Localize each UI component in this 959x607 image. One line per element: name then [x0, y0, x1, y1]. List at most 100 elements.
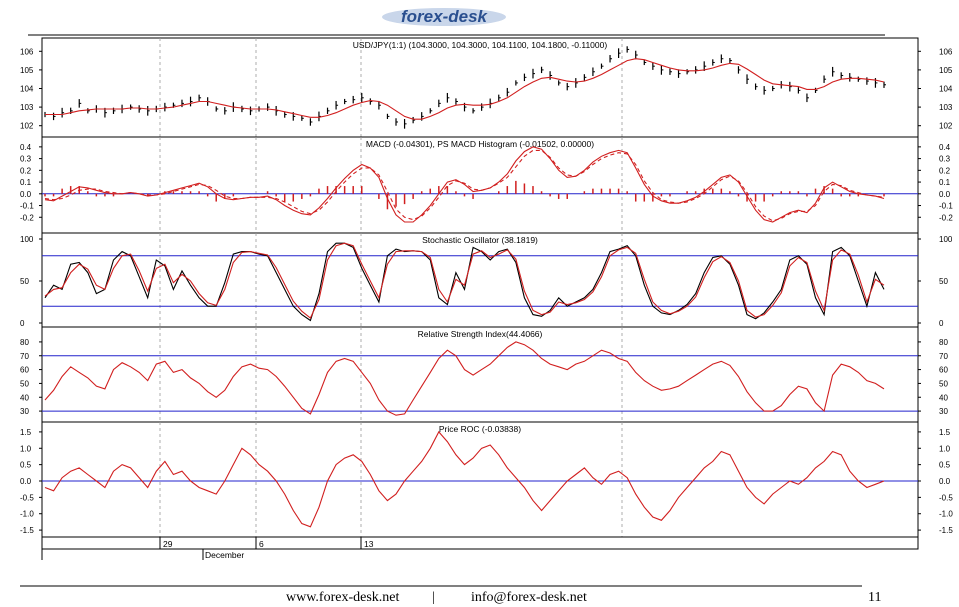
date-tick-label: 29 [163, 539, 173, 549]
y-tick-label-right: 105 [939, 66, 953, 75]
date-axis-frame [41, 536, 919, 550]
y-tick-label-left: 0 [20, 319, 25, 328]
series-roc [44, 430, 885, 528]
series-usd-jpy [44, 46, 886, 129]
y-tick-label-right: 60 [939, 366, 948, 375]
series-line [45, 58, 885, 120]
y-tick-label-left: 104 [20, 85, 34, 94]
y-tick-label-right: 0.2 [939, 166, 951, 175]
logo-text: forex-desk [401, 7, 489, 26]
y-tick-label-right: 106 [939, 47, 953, 56]
y-tick-label-right: 1.5 [939, 428, 951, 437]
y-tick-label-left: 50 [20, 277, 29, 286]
y-tick-label-right: 80 [939, 338, 948, 347]
y-tick-label-left: 1.5 [20, 428, 32, 437]
y-tick-label-left: 60 [20, 366, 29, 375]
y-tick-label-left: -0.5 [20, 493, 34, 502]
y-tick-label-right: 103 [939, 103, 953, 112]
y-tick-label-left: 80 [20, 338, 29, 347]
indicator-title: Relative Strength Index(44.4066) [418, 329, 543, 339]
indicator-panels: 102 102 103 103 104 104 105 105 106 106 USD/JPY(1:… [20, 37, 953, 538]
y-tick-label-right: 70 [939, 352, 948, 361]
y-tick-label-right: -0.1 [939, 202, 953, 211]
panel-frame [41, 326, 919, 423]
y-tick-label-left: 70 [20, 352, 29, 361]
y-tick-label-left: 40 [20, 393, 29, 402]
date-axis: 29 6 13 December [41, 536, 919, 560]
y-tick-label-left: -0.1 [20, 202, 34, 211]
y-tick-label-right: 1.0 [939, 444, 951, 453]
y-tick-label-left: 0.5 [20, 461, 32, 470]
logo-swoosh [382, 8, 506, 26]
y-tick-label-right: 50 [939, 277, 948, 286]
series--d [44, 242, 885, 319]
y-tick-label-left: 102 [20, 122, 34, 131]
footer: www.forex-desk.net | info@forex-desk.net… [0, 586, 959, 607]
footer-email[interactable]: info@forex-desk.net [471, 590, 587, 605]
y-tick-label-right: 0.0 [939, 190, 951, 199]
y-tick-label-left: 100 [20, 235, 34, 244]
series-rsi [44, 341, 885, 416]
series-moving-average [45, 58, 885, 120]
y-tick-label-right: 100 [939, 235, 953, 244]
y-tick-label-right: -1.0 [939, 510, 953, 519]
logo: forex-desk [382, 7, 506, 26]
y-tick-label-left: 30 [20, 407, 29, 416]
y-tick-label-left: 106 [20, 47, 34, 56]
y-tick-label-left: -1.0 [20, 510, 34, 519]
series-line [44, 242, 885, 322]
y-tick-label-right: 102 [939, 122, 953, 131]
panel-frame [41, 421, 919, 538]
y-tick-label-right: -0.5 [939, 493, 953, 502]
indicator-title: Price ROC (-0.03838) [439, 424, 521, 434]
y-tick-label-left: -0.2 [20, 213, 34, 222]
y-tick-label-right: 0.1 [939, 178, 951, 187]
y-tick-label-left: 103 [20, 103, 34, 112]
y-tick-label-left: 0.0 [20, 477, 32, 486]
series--k [44, 242, 885, 322]
date-tick-label: 13 [364, 539, 374, 549]
series-line [44, 430, 885, 528]
indicator-title: MACD (-0.04301), PS MACD Histogram (-0.0… [366, 139, 594, 149]
page-number: 11 [868, 590, 882, 605]
y-tick-label-left: 0.1 [20, 178, 32, 187]
series-line [44, 341, 885, 416]
y-tick-label-right: 50 [939, 379, 948, 388]
y-tick-label-left: 50 [20, 379, 29, 388]
panel-stochastic: 0 0 50 50 100 100 Stochastic Oscillator (38.18… [20, 232, 953, 328]
y-tick-label-right: 0 [939, 319, 944, 328]
y-tick-label-left: 0.2 [20, 166, 32, 175]
y-tick-label-right: 0.5 [939, 461, 951, 470]
panel-price: 102 102 103 103 104 104 105 105 106 106 USD/JPY(1:… [20, 37, 953, 138]
month-label: December [205, 550, 244, 560]
y-tick-label-right: 40 [939, 393, 948, 402]
y-tick-label-right: 104 [939, 85, 953, 94]
series-histogram [44, 180, 885, 210]
y-tick-label-right: -0.2 [939, 213, 953, 222]
footer-website[interactable]: www.forex-desk.net [286, 590, 400, 605]
series-macd [44, 146, 885, 223]
series-signal [44, 149, 885, 222]
y-tick-label-left: 0.0 [20, 190, 32, 199]
panel-frame [41, 232, 919, 328]
indicator-title: Stochastic Oscillator (38.1819) [422, 235, 538, 245]
panel-frame [41, 37, 919, 138]
y-tick-label-left: 0.4 [20, 143, 32, 152]
date-tick-label: 6 [259, 539, 264, 549]
y-tick-label-right: -1.5 [939, 526, 953, 535]
y-tick-label-left: 105 [20, 66, 34, 75]
y-tick-label-right: 0.0 [939, 477, 951, 486]
panel-rsi: 30 30 40 40 50 50 60 60 70 70 80 80 Relative Strengt… [20, 326, 948, 423]
y-tick-label-right: 0.4 [939, 143, 951, 152]
y-tick-label-left: 1.0 [20, 444, 32, 453]
indicator-title: USD/JPY(1:1) (104.3000, 104.3000, 104.11… [353, 40, 608, 50]
y-tick-label-right: 30 [939, 407, 948, 416]
y-tick-label-left: -1.5 [20, 526, 34, 535]
y-tick-label-right: 0.3 [939, 155, 951, 164]
panel-frame [41, 136, 919, 234]
series-line [44, 149, 885, 222]
panel-macd: 0.4 0.4 0.3 0.3 0.2 0.2 0.1 0.1 0.0 0.0 -0.1 -0.1 -0… [20, 136, 953, 234]
series-line [44, 146, 885, 223]
y-tick-label-left: 0.3 [20, 155, 32, 164]
